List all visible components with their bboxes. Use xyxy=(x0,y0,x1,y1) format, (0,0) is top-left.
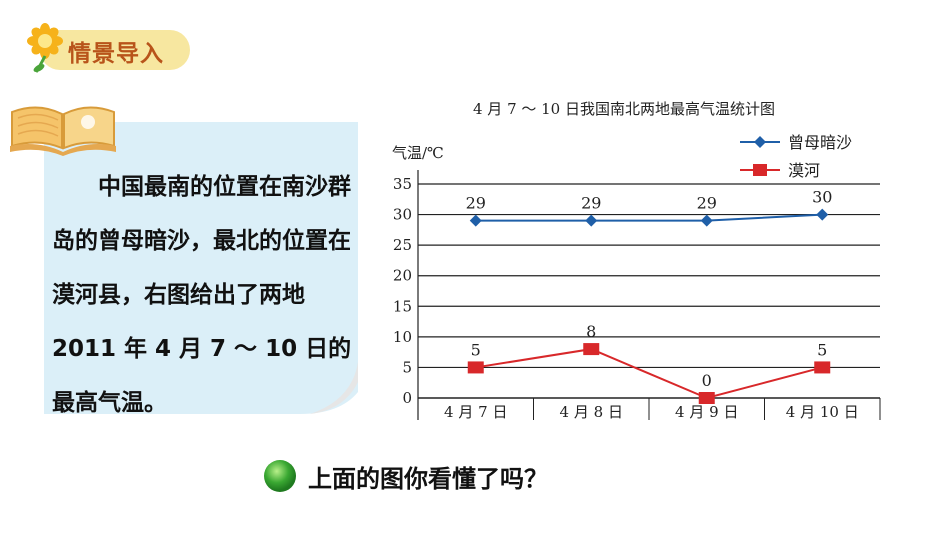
y-tick-label: 15 xyxy=(393,297,412,315)
series-line xyxy=(475,348,823,400)
series-line xyxy=(475,213,823,222)
chart-title: 4 月 7 ～ 10 日我国南北两地最高气温统计图 xyxy=(473,100,775,118)
data-point xyxy=(700,214,713,227)
y-tick-label: 5 xyxy=(402,358,412,376)
data-point xyxy=(467,361,484,374)
section-badge xyxy=(40,30,190,70)
data-label: 5 xyxy=(471,340,481,359)
story-card xyxy=(44,122,358,414)
legend-label: 漠河 xyxy=(788,161,820,180)
data-point xyxy=(816,208,829,221)
page-curl xyxy=(300,352,360,416)
data-label: 30 xyxy=(812,188,832,207)
y-tick-label: 10 xyxy=(393,328,412,346)
legend-marker xyxy=(754,136,766,148)
y-axis-label: 气温/℃ xyxy=(392,144,444,162)
x-tick-label: 4 月 8 日 xyxy=(560,403,623,421)
data-point xyxy=(469,214,482,227)
green-dot-icon xyxy=(264,460,296,492)
y-tick-label: 0 xyxy=(402,389,412,407)
data-label: 8 xyxy=(586,322,596,341)
section-title: 情景导入 xyxy=(68,41,164,67)
legend-label: 曾母暗沙 xyxy=(788,133,852,152)
data-point xyxy=(814,361,831,374)
question-text: 上面的图你看懂了吗？ xyxy=(308,464,548,493)
x-tick-label: 4 月 10 日 xyxy=(786,403,859,421)
data-point xyxy=(583,343,600,356)
y-tick-label: 20 xyxy=(393,267,412,285)
data-point xyxy=(698,392,715,404)
data-point xyxy=(585,214,598,227)
sunflower-icon xyxy=(27,23,63,73)
legend-marker xyxy=(753,164,767,176)
data-label: 29 xyxy=(466,194,486,213)
question-row: 上面的图你看懂了吗？ xyxy=(262,456,548,496)
y-tick-label: 30 xyxy=(393,206,412,224)
x-tick-label: 4 月 9 日 xyxy=(675,403,738,421)
y-tick-label: 35 xyxy=(393,175,412,193)
data-label: 5 xyxy=(817,340,827,359)
story-text: 中国最南的位置在南沙群岛的曾母暗沙，最北的位置在漠河县，右图给出了两地 2011… xyxy=(52,174,352,416)
data-label: 29 xyxy=(697,194,717,213)
open-book-icon xyxy=(10,106,116,156)
data-label: 29 xyxy=(581,194,601,213)
data-label: 0 xyxy=(702,371,712,390)
y-tick-label: 25 xyxy=(393,236,412,254)
x-tick-label: 4 月 7 日 xyxy=(444,403,507,421)
